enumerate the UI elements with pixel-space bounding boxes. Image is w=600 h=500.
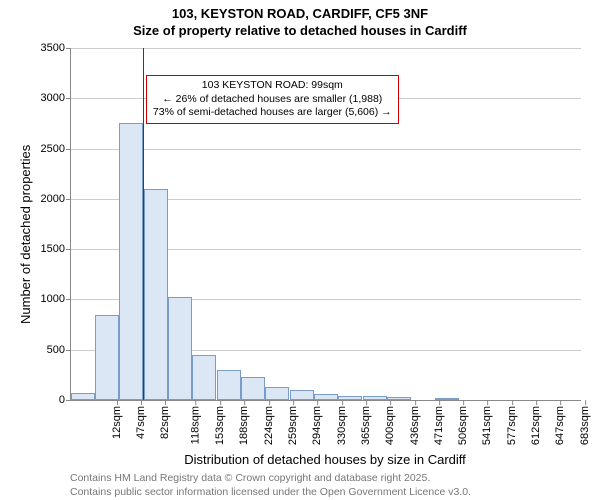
x-tick-label: 118sqm bbox=[189, 406, 201, 444]
x-tick-label: 153sqm bbox=[214, 406, 226, 445]
y-tick-label: 2000 bbox=[41, 193, 71, 205]
x-tick-label: 365sqm bbox=[360, 406, 372, 445]
y-tick-label: 1000 bbox=[41, 293, 71, 305]
annotation-callout: 103 KEYSTON ROAD: 99sqm← 26% of detached… bbox=[146, 75, 399, 124]
histogram-bar bbox=[71, 393, 95, 400]
y-tick-label: 0 bbox=[59, 394, 71, 406]
histogram-bar bbox=[192, 355, 216, 400]
x-tick-label: 224sqm bbox=[263, 406, 275, 445]
x-tick-label: 436sqm bbox=[409, 406, 421, 445]
histogram-bar bbox=[290, 390, 314, 400]
histogram-bar bbox=[241, 377, 265, 400]
annotation-line2: ← 26% of detached houses are smaller (1,… bbox=[153, 93, 392, 107]
x-tick-label: 471sqm bbox=[433, 406, 445, 445]
annotation-line3: 73% of semi-detached houses are larger (… bbox=[153, 106, 392, 120]
y-tick-label: 2500 bbox=[41, 143, 71, 155]
histogram-bar bbox=[217, 370, 241, 400]
x-tick-label: 400sqm bbox=[384, 406, 396, 445]
title-line1: 103, KEYSTON ROAD, CARDIFF, CF5 3NF bbox=[0, 6, 600, 23]
annotation-line1: 103 KEYSTON ROAD: 99sqm bbox=[153, 79, 392, 93]
reference-marker-line bbox=[143, 48, 144, 400]
x-tick-label: 577sqm bbox=[506, 406, 518, 445]
grid-line bbox=[71, 48, 581, 49]
y-axis-label: Number of detached properties bbox=[18, 145, 33, 324]
title-line2: Size of property relative to detached ho… bbox=[0, 23, 600, 40]
x-tick-label: 683sqm bbox=[579, 406, 591, 445]
chart-plot-area: 050010001500200025003000350012sqm47sqm82… bbox=[70, 48, 581, 401]
x-tick-label: 294sqm bbox=[311, 406, 323, 445]
x-tick-label: 47sqm bbox=[135, 406, 147, 439]
y-tick-label: 500 bbox=[47, 344, 71, 356]
histogram-bar bbox=[265, 387, 289, 400]
y-tick-label: 3000 bbox=[41, 92, 71, 104]
x-tick-label: 330sqm bbox=[336, 406, 348, 445]
y-tick-label: 3500 bbox=[41, 42, 71, 54]
x-tick-label: 188sqm bbox=[238, 406, 250, 445]
chart-title: 103, KEYSTON ROAD, CARDIFF, CF5 3NF Size… bbox=[0, 0, 600, 40]
x-tick-label: 82sqm bbox=[159, 406, 171, 439]
footer-line1: Contains HM Land Registry data © Crown c… bbox=[70, 472, 471, 486]
x-tick-label: 647sqm bbox=[554, 406, 566, 445]
histogram-bar bbox=[95, 315, 119, 400]
x-tick-label: 259sqm bbox=[287, 406, 299, 445]
x-tick-label: 506sqm bbox=[457, 406, 469, 445]
x-axis-label: Distribution of detached houses by size … bbox=[70, 452, 580, 467]
histogram-bar bbox=[119, 123, 143, 400]
footer-attribution: Contains HM Land Registry data © Crown c… bbox=[70, 472, 471, 499]
y-tick-label: 1500 bbox=[41, 243, 71, 255]
x-tick-label: 541sqm bbox=[481, 406, 493, 445]
footer-line2: Contains public sector information licen… bbox=[70, 486, 471, 500]
x-tick-label: 612sqm bbox=[530, 406, 542, 445]
x-tick-label: 12sqm bbox=[111, 406, 123, 439]
histogram-bar bbox=[168, 297, 192, 400]
histogram-bar bbox=[144, 189, 168, 400]
grid-line bbox=[71, 149, 581, 150]
